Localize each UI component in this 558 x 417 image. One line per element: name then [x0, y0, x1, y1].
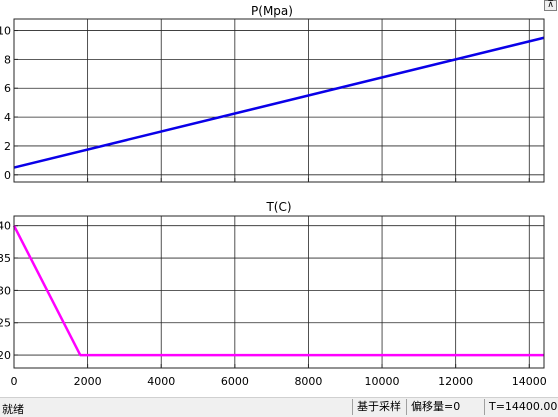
temperature-series-line [12, 225, 544, 357]
temperature-y-tick-label: 35 [0, 252, 11, 265]
pressure-plot-area [13, 18, 545, 183]
temperature-x-tick-label: 14000 [512, 375, 547, 388]
temperature-x-tick-label: 10000 [365, 375, 400, 388]
temperature-x-tick-label: 6000 [221, 375, 249, 388]
temperature-x-tick-label: 12000 [438, 375, 473, 388]
temperature-y-tick-label: 30 [0, 284, 11, 297]
temperature-x-tick-label: 0 [11, 375, 18, 388]
status-ready-text: 就绪 [2, 403, 24, 416]
pressure-y-tick-label: 4 [4, 111, 11, 124]
pressure-y-tick-label: 2 [4, 140, 11, 153]
temperature-plot-border [13, 215, 545, 369]
pressure-series-line [13, 36, 545, 169]
pressure-y-tick-label: 10 [0, 25, 11, 38]
pressure-plot: 0 2 4 6 8 10 [0, 18, 545, 183]
pressure-plot-border [13, 18, 545, 183]
temperature-plot-area [13, 215, 545, 369]
status-bar: 就绪 基于采样 偏移量=0 T=14400.000 [0, 397, 558, 417]
scope-window: P(Mpa) 0 2 4 6 8 10 T(C) 0 2000 4000 6000 8000 100… [0, 0, 557, 388]
scope-plots: P(Mpa) 0 2 4 6 8 10 T(C) 0 2000 4000 6000 8000 100… [0, 4, 547, 388]
pressure-plot-title: P(Mpa) [251, 4, 293, 18]
temperature-x-tick-label: 4000 [147, 375, 175, 388]
temperature-y-tick-label: 40 [0, 220, 11, 233]
status-time: T=14400.000 [484, 399, 558, 415]
temperature-y-tick-label: 25 [0, 317, 11, 330]
temperature-plot: 0 2000 4000 6000 8000 10000 12000 14000 20 25 30 35… [0, 215, 547, 388]
temperature-plot-title: T(C) [265, 200, 291, 214]
status-sample-based: 基于采样 [352, 399, 406, 415]
pressure-y-tick-label: 8 [4, 53, 11, 66]
status-offset: 偏移量=0 [406, 399, 484, 415]
temperature-x-tick-label: 2000 [74, 375, 102, 388]
pressure-y-tick-label: 0 [4, 169, 11, 182]
temperature-x-tick-label: 8000 [294, 375, 322, 388]
pressure-y-tick-label: 6 [4, 82, 11, 95]
undock-button[interactable]: ⊼ [544, 0, 557, 11]
temperature-y-tick-label: 20 [0, 349, 11, 362]
